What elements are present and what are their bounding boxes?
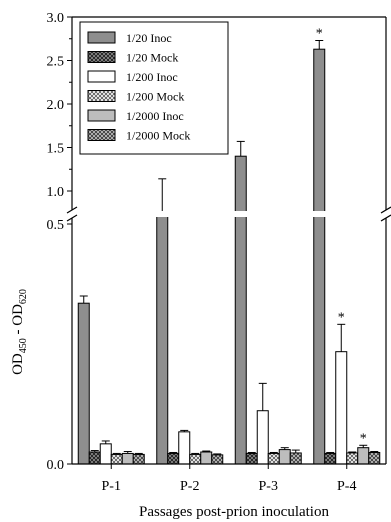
bar	[132, 453, 145, 465]
y-tick-label: 1.5	[47, 142, 65, 157]
bar	[88, 451, 101, 465]
legend-label: 1/20 Mock	[126, 51, 178, 65]
legend-label: 1/20 Inoc	[126, 31, 172, 45]
y-tick-label: 2.5	[47, 55, 65, 70]
axis-break-mark	[380, 214, 391, 222]
legend-label: 1/200 Inoc	[126, 70, 178, 84]
bar	[346, 452, 359, 465]
axes-layer: 1.0 1.5 2.0 2.5 3.0 0.0 0.5 P-1 P-2 P-3 P-4	[47, 11, 391, 494]
x-tick-label: P-4	[337, 479, 356, 494]
legend: 1/20 Inoc 1/20 Mock 1/200 Inoc 1/200 Mock 1/…	[79, 21, 229, 155]
y-tick-label: 0.0	[47, 458, 65, 473]
axis-break-mark	[66, 214, 78, 222]
bar	[324, 452, 337, 465]
axis-break-mark	[66, 206, 78, 214]
y-axis-title: OD450 - OD620	[10, 289, 29, 375]
bar	[110, 453, 123, 465]
y-tick-label: 0.5	[47, 218, 65, 233]
legend-swatch	[87, 129, 116, 141]
bar	[245, 452, 258, 465]
y-tick-label: 1.0	[47, 185, 65, 200]
bar	[189, 453, 202, 465]
y-tick-label: 2.0	[47, 98, 65, 113]
legend-swatch	[87, 31, 116, 44]
axis-break-gap	[73, 211, 385, 217]
bar	[121, 452, 134, 465]
legend-label: 1/200 Mock	[126, 90, 184, 104]
bar	[289, 452, 302, 465]
bar	[77, 302, 90, 465]
x-tick-label: P-1	[102, 479, 121, 494]
bar	[211, 454, 224, 465]
x-axis-title: Passages post-prion inoculation	[139, 504, 329, 520]
bar	[234, 155, 247, 465]
axis-break-mark	[380, 206, 391, 214]
legend-label: 1/2000 Inoc	[126, 109, 184, 123]
significance-marker: *	[316, 26, 323, 41]
bar	[368, 451, 381, 465]
legend-label: 1/2000 Mock	[126, 129, 190, 143]
legend-swatch	[87, 90, 116, 102]
bar	[267, 452, 280, 465]
bar	[178, 431, 191, 465]
bar	[335, 351, 348, 465]
legend-swatch	[87, 70, 116, 83]
bar	[357, 447, 370, 465]
bar	[99, 443, 112, 465]
x-tick-label: P-3	[259, 479, 278, 494]
legend-swatch	[87, 51, 116, 63]
bar	[313, 48, 326, 465]
bar	[156, 213, 169, 465]
legend-swatch	[87, 109, 116, 122]
bar	[278, 449, 291, 465]
x-tick-label: P-2	[180, 479, 199, 494]
significance-marker: *	[360, 431, 367, 446]
bar	[200, 451, 213, 465]
y-tick-label: 3.0	[47, 11, 65, 26]
bar	[167, 452, 180, 465]
bar	[256, 410, 269, 465]
significance-marker: *	[338, 310, 345, 325]
